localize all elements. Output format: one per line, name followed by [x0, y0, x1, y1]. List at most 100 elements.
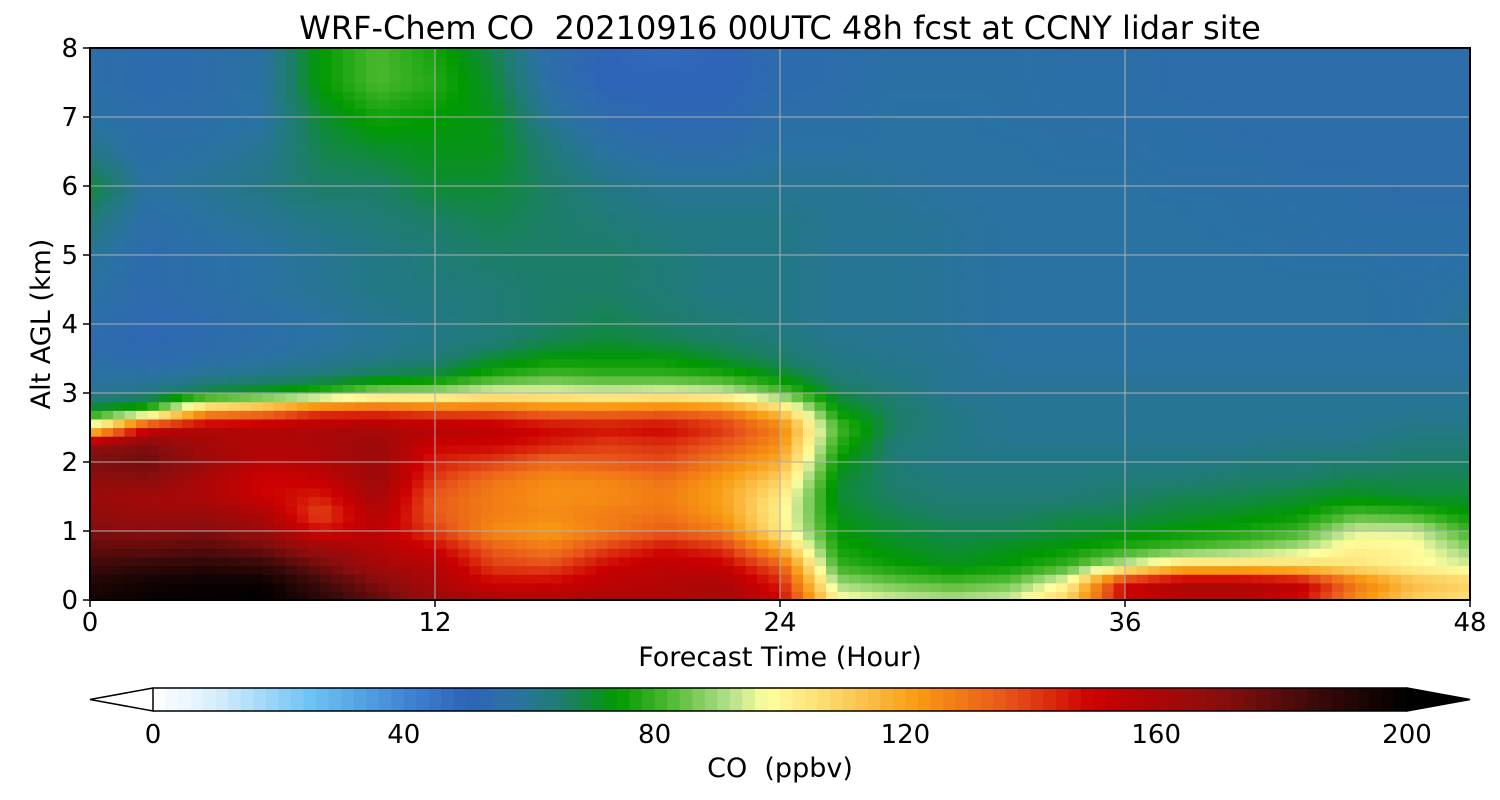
heatmap-cell [1309, 418, 1322, 429]
heatmap-cell [745, 565, 758, 575]
heatmap-cell [619, 255, 632, 265]
heatmap-cell [1044, 358, 1057, 368]
heatmap-cell [1044, 591, 1057, 600]
heatmap-cell [1458, 444, 1470, 454]
heatmap-cell [469, 539, 482, 549]
heatmap-cell [1309, 505, 1322, 515]
heatmap-cell [205, 444, 218, 454]
heatmap-cell [1366, 410, 1379, 420]
heatmap-cell [745, 487, 758, 498]
heatmap-cell [895, 255, 908, 265]
heatmap-cell [1458, 436, 1470, 446]
heatmap-cell [1251, 289, 1264, 299]
heatmap-cell [573, 393, 586, 403]
heatmap-cell [101, 496, 114, 506]
heatmap-cell [274, 315, 287, 325]
heatmap-cell [412, 332, 425, 342]
heatmap-cell [1159, 384, 1172, 394]
heatmap-cell [1332, 367, 1345, 377]
heatmap-cell [826, 349, 839, 360]
heatmap-cell [849, 315, 862, 325]
heatmap-cell [182, 255, 195, 265]
heatmap-cell [136, 324, 149, 334]
heatmap-cell [159, 280, 172, 291]
heatmap-cell [124, 401, 137, 411]
heatmap-cell [504, 272, 517, 282]
heatmap-cell [1332, 513, 1345, 523]
heatmap-cell [504, 453, 517, 463]
heatmap-cell [550, 324, 563, 334]
heatmap-cell [918, 358, 931, 368]
heatmap-cell [653, 358, 666, 368]
heatmap-cell [1320, 324, 1333, 334]
heatmap-cell [883, 410, 896, 420]
heatmap-cell [1297, 496, 1310, 506]
heatmap-cell [1320, 341, 1333, 351]
heatmap-cell [803, 315, 816, 325]
heatmap-cell [343, 444, 356, 454]
heatmap-cell [642, 324, 655, 334]
heatmap-cell [113, 539, 126, 549]
heatmap-cell [734, 462, 747, 472]
heatmap-cell [251, 315, 264, 325]
heatmap-cell [803, 263, 816, 273]
heatmap-cell [446, 306, 459, 316]
heatmap-cell [596, 531, 609, 541]
heatmap-cell [1125, 479, 1138, 489]
heatmap-cell [826, 479, 839, 489]
heatmap-cell [527, 531, 540, 541]
heatmap-cell [389, 255, 402, 265]
heatmap-cell [389, 246, 402, 256]
heatmap-cell [849, 418, 862, 429]
heatmap-cell [1171, 324, 1184, 334]
heatmap-cell [90, 470, 103, 480]
heatmap-cell [561, 367, 574, 377]
heatmap-cell [1136, 487, 1149, 498]
heatmap-cell [699, 401, 712, 411]
heatmap-cell [987, 332, 1000, 342]
heatmap-cell [619, 479, 632, 489]
heatmap-cell [642, 263, 655, 273]
heatmap-cell [1159, 531, 1172, 541]
heatmap-cell [699, 298, 712, 308]
heatmap-cell [1251, 479, 1264, 489]
heatmap-cell [860, 358, 873, 368]
heatmap-cell [665, 548, 678, 558]
heatmap-cell [722, 513, 735, 523]
heatmap-cell [1182, 280, 1195, 291]
heatmap-cell [354, 531, 367, 541]
heatmap-cell [492, 280, 505, 291]
heatmap-cell [1366, 401, 1379, 411]
heatmap-cell [929, 367, 942, 377]
heatmap-cell [584, 375, 597, 385]
heatmap-cell [1355, 479, 1368, 489]
heatmap-cell [768, 444, 781, 454]
heatmap-cell [883, 418, 896, 429]
heatmap-cell [550, 496, 563, 506]
heatmap-cell [561, 513, 574, 523]
heatmap-cell [1274, 522, 1287, 532]
heatmap-cell [1159, 582, 1172, 592]
heatmap-cell [1424, 410, 1437, 420]
heatmap-cell [412, 384, 425, 394]
heatmap-cell [1102, 418, 1115, 429]
heatmap-cell [343, 375, 356, 385]
heatmap-cell [1332, 427, 1345, 437]
heatmap-cell [1033, 487, 1046, 498]
heatmap-cell [607, 436, 620, 446]
heatmap-cell [607, 272, 620, 282]
heatmap-cell [1366, 324, 1379, 334]
heatmap-cell [297, 470, 310, 480]
heatmap-cell [101, 453, 114, 463]
heatmap-cell [1320, 393, 1333, 403]
heatmap-cell [906, 315, 919, 325]
heatmap-cell [159, 479, 172, 489]
heatmap-cell [929, 401, 942, 411]
heatmap-cell [170, 470, 183, 480]
heatmap-cell [216, 349, 229, 360]
heatmap-cell [205, 418, 218, 429]
heatmap-cell [814, 418, 827, 429]
heatmap-cell [538, 565, 551, 575]
heatmap-cell [147, 358, 160, 368]
heatmap-cell [1044, 324, 1057, 334]
